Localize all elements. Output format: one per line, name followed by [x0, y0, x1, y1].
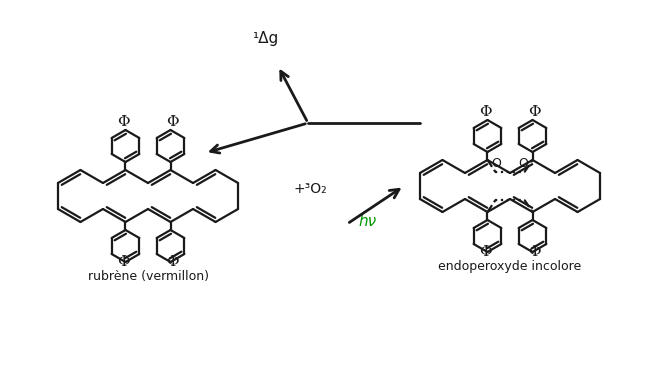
Text: O: O — [491, 157, 501, 170]
Text: Φ: Φ — [528, 245, 541, 259]
Text: +³O₂: +³O₂ — [293, 182, 327, 196]
Text: Φ: Φ — [117, 255, 130, 269]
Text: endoperoxyde incolore: endoperoxyde incolore — [438, 260, 582, 273]
Text: Φ: Φ — [528, 105, 541, 119]
Text: O: O — [519, 157, 528, 170]
Text: hν: hν — [359, 214, 377, 229]
Text: Φ: Φ — [117, 115, 130, 129]
Text: Φ: Φ — [166, 115, 179, 129]
Text: rubrène (vermillon): rubrène (vermillon) — [88, 270, 209, 283]
Text: ¹Δg: ¹Δg — [252, 31, 278, 46]
Text: Φ: Φ — [479, 105, 492, 119]
Text: Φ: Φ — [166, 255, 179, 269]
Text: Φ: Φ — [479, 245, 492, 259]
